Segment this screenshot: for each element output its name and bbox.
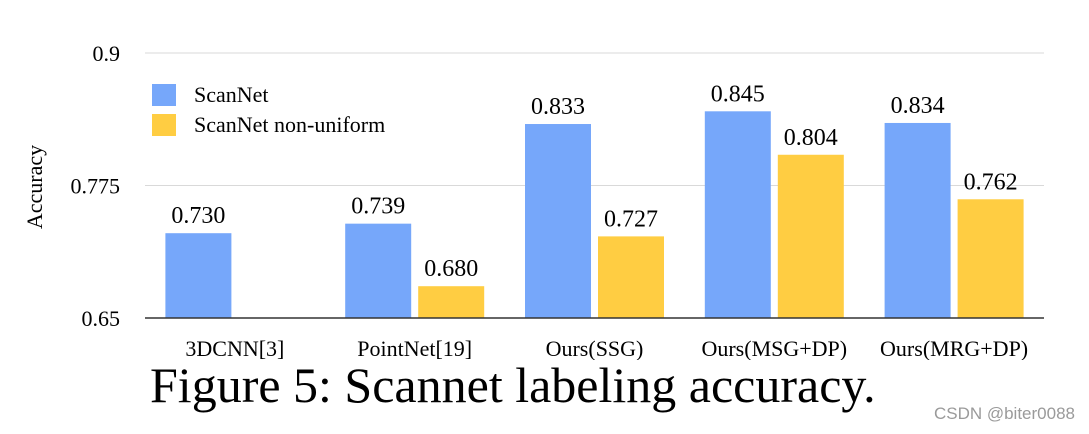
data-label: 0.680 xyxy=(424,256,478,282)
bar-scannet xyxy=(704,111,771,318)
legend-label: ScanNet xyxy=(194,82,269,107)
data-label: 0.730 xyxy=(171,203,225,229)
bar-scannet-non-uniform xyxy=(418,286,485,318)
axes: 0.65 0.775 0.9 3DCNN[3] PointNet[19] Ours(SSG… xyxy=(71,41,1044,360)
figure-caption: Figure 5: Scannet labeling accuracy. xyxy=(150,357,876,413)
data-label: 0.762 xyxy=(964,169,1018,195)
bar-scannet xyxy=(884,122,951,319)
legend-swatch xyxy=(152,114,176,136)
bars xyxy=(165,111,1024,319)
y-tick-label: 0.775 xyxy=(71,174,121,199)
x-tick-label: 3DCNN[3] xyxy=(185,336,284,360)
y-tick-label: 0.65 xyxy=(82,306,121,331)
bar-scannet-non-uniform xyxy=(598,236,664,318)
bar-scannet xyxy=(525,124,591,319)
bar-scannet xyxy=(165,233,232,318)
x-tick-label: Ours(SSG) xyxy=(546,336,644,360)
x-tick-label: Ours(MSG+DP) xyxy=(701,336,847,360)
data-label: 0.834 xyxy=(891,93,945,119)
data-labels: 0.730 0.739 0.680 0.833 0.727 0.845 0.804 0.834… xyxy=(171,81,1017,282)
y-axis-label: Accuracy xyxy=(22,145,47,229)
data-label: 0.804 xyxy=(784,125,838,151)
watermark: CSDN @biter0088 xyxy=(933,404,1075,423)
data-label: 0.727 xyxy=(604,206,658,232)
data-label: 0.739 xyxy=(351,194,405,220)
data-label: 0.845 xyxy=(711,81,765,107)
bar-scannet xyxy=(345,223,412,318)
bar-chart: 0.730 0.739 0.680 0.833 0.727 0.845 0.804 0.834… xyxy=(22,41,1044,360)
legend: ScanNet ScanNet non-uniform xyxy=(152,82,385,137)
legend-swatch xyxy=(152,84,176,106)
legend-label: ScanNet non-uniform xyxy=(194,112,385,137)
data-label: 0.833 xyxy=(531,94,585,120)
bar-scannet-non-uniform xyxy=(777,154,844,318)
bar-scannet-non-uniform xyxy=(957,199,1024,318)
x-tick-label: PointNet[19] xyxy=(357,336,472,360)
x-tick-label: Ours(MRG+DP) xyxy=(880,336,1028,360)
y-tick-label: 0.9 xyxy=(93,41,121,66)
